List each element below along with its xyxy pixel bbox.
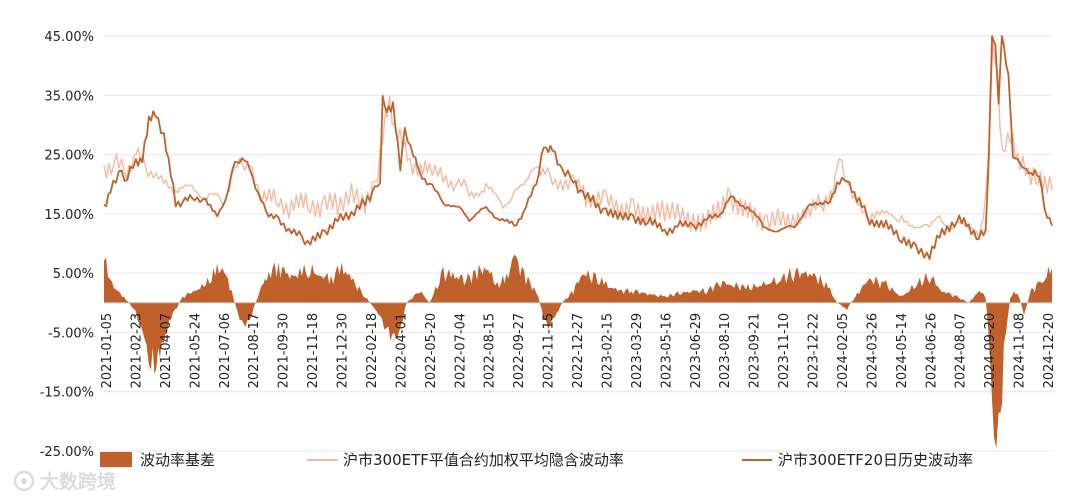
historical-vol-line xyxy=(103,35,1053,260)
legend-swatch-basis xyxy=(100,452,132,467)
y-tick-label: 45.00% xyxy=(44,30,94,45)
x-tick-label: 2022-12-27 xyxy=(571,313,586,389)
x-tick-label: 2021-11-18 xyxy=(306,313,321,389)
x-tick-label: 2024-06-26 xyxy=(924,313,939,389)
x-tick-label: 2023-02-15 xyxy=(600,313,615,389)
gridlines xyxy=(104,35,1052,452)
y-tick-label: -25.00% xyxy=(40,445,94,460)
legend-label-iv: 沪市300ETF平值合约加权平均隐含波动率 xyxy=(343,451,624,469)
x-tick-label: 2023-11-10 xyxy=(777,313,792,389)
x-tick-label: 2024-02-05 xyxy=(836,313,851,389)
x-tick-label: 2023-12-22 xyxy=(807,313,822,389)
x-tick-label: 2024-05-14 xyxy=(895,313,910,389)
legend: 波动率基差 沪市300ETF平值合约加权平均隐含波动率 沪市300ETF20日历… xyxy=(100,451,973,469)
y-axis-tick-labels: 45.00% 35.00% 25.00% 15.00% 5.00% -5.00% -15.0… xyxy=(40,30,94,460)
basis-area-series xyxy=(104,254,1052,449)
x-tick-label: 2021-04-07 xyxy=(159,313,174,389)
legend-item-hv[interactable]: 沪市300ETF20日历史波动率 xyxy=(742,451,973,469)
watermark-logo-icon-dot xyxy=(21,478,27,484)
x-tick-label: 2024-11-08 xyxy=(1013,313,1028,389)
x-tick-label: 2021-08-17 xyxy=(247,313,262,389)
x-tick-label: 2023-06-29 xyxy=(689,313,704,389)
volatility-lines xyxy=(103,35,1053,260)
x-tick-label: 2024-08-07 xyxy=(954,313,969,389)
x-tick-label: 2023-03-29 xyxy=(630,313,645,389)
x-tick-label: 2023-09-21 xyxy=(748,313,763,389)
x-tick-label: 2022-04-01 xyxy=(394,313,409,389)
legend-label-basis: 波动率基差 xyxy=(140,451,215,469)
legend-item-iv[interactable]: 沪市300ETF平值合约加权平均隐含波动率 xyxy=(307,451,624,469)
x-tick-label: 2024-09-20 xyxy=(983,313,998,389)
x-tick-label: 2022-05-20 xyxy=(424,313,439,389)
y-tick-label: 15.00% xyxy=(44,208,94,223)
x-tick-label: 2023-05-16 xyxy=(659,313,674,389)
x-tick-label: 2024-03-26 xyxy=(865,313,880,389)
x-tick-label: 2021-02-23 xyxy=(129,313,144,389)
y-tick-label: 35.00% xyxy=(44,89,94,104)
x-tick-label: 2021-05-24 xyxy=(188,313,203,389)
x-tick-label: 2022-09-27 xyxy=(512,313,527,389)
y-tick-label: -15.00% xyxy=(40,386,94,401)
x-axis-tick-labels: 2021-01-05 2021-02-23 2021-04-07 2021-05-24… xyxy=(100,313,1057,389)
y-tick-label: 25.00% xyxy=(44,149,94,164)
x-tick-label: 2023-08-10 xyxy=(718,313,733,389)
x-tick-label: 2022-08-15 xyxy=(483,313,498,389)
x-tick-label: 2024-12-20 xyxy=(1042,313,1057,389)
watermark-logo-icon xyxy=(13,470,35,492)
watermark: 大数跨境 xyxy=(13,470,116,493)
x-tick-label: 2021-09-30 xyxy=(277,313,292,389)
implied-vol-line xyxy=(103,40,1053,239)
y-tick-label: 5.00% xyxy=(53,267,94,282)
legend-item-basis[interactable]: 波动率基差 xyxy=(100,451,215,469)
x-tick-label: 2021-07-06 xyxy=(218,313,233,389)
watermark-text: 大数跨境 xyxy=(40,470,116,493)
x-tick-label: 2022-02-18 xyxy=(365,313,380,389)
x-tick-label: 2022-07-04 xyxy=(453,313,468,389)
legend-label-hv: 沪市300ETF20日历史波动率 xyxy=(778,451,973,469)
basis-area xyxy=(104,254,1052,449)
x-tick-label: 2021-01-05 xyxy=(100,313,115,389)
x-tick-label: 2021-12-30 xyxy=(336,313,351,389)
x-tick-label: 2022-11-15 xyxy=(542,313,557,389)
y-tick-label: -5.00% xyxy=(48,326,94,341)
